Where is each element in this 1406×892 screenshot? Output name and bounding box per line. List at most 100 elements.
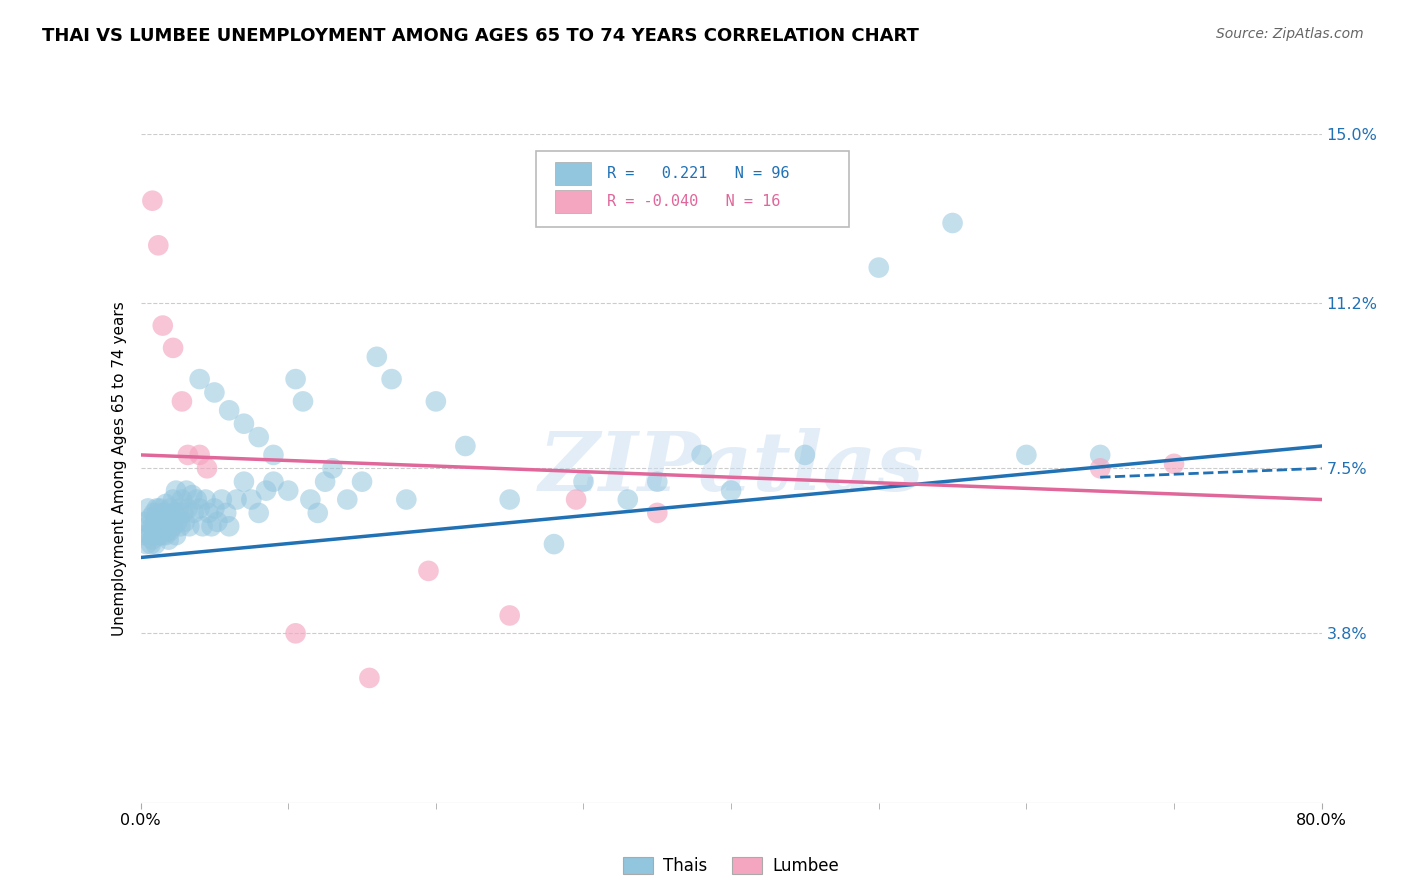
Point [1163, 457, 1185, 471]
Point [152, 318, 174, 333]
Point [148, 515, 170, 529]
Point [195, 461, 218, 475]
Point [157, 519, 180, 533]
Y-axis label: Unemployment Among Ages 65 to 74 years: Unemployment Among Ages 65 to 74 years [111, 301, 127, 636]
Point [247, 506, 270, 520]
Point [170, 394, 193, 409]
FancyBboxPatch shape [536, 151, 849, 227]
Point [142, 506, 165, 520]
Point [215, 506, 238, 520]
Text: Source: ZipAtlas.com: Source: ZipAtlas.com [1216, 27, 1364, 41]
Point [284, 626, 307, 640]
Point [572, 475, 595, 489]
Point [134, 515, 156, 529]
Point [188, 372, 211, 386]
Point [454, 439, 477, 453]
Point [207, 515, 229, 529]
Point [225, 492, 247, 507]
Point [141, 194, 163, 208]
Point [162, 341, 184, 355]
Point [177, 448, 200, 462]
Text: R =   0.221   N = 96: R = 0.221 N = 96 [607, 166, 790, 181]
Point [418, 564, 440, 578]
Point [202, 501, 225, 516]
Point [307, 506, 329, 520]
Point [176, 483, 198, 498]
Point [166, 515, 188, 529]
Point [160, 510, 183, 524]
Point [498, 608, 520, 623]
Point [181, 488, 204, 502]
Point [132, 528, 155, 542]
Point [720, 483, 742, 498]
Point [169, 519, 191, 533]
Point [159, 501, 181, 516]
Point [188, 448, 211, 462]
Point [170, 492, 193, 507]
Text: THAI VS LUMBEE UNEMPLOYMENT AMONG AGES 65 TO 74 YEARS CORRELATION CHART: THAI VS LUMBEE UNEMPLOYMENT AMONG AGES 6… [42, 27, 920, 45]
Point [1088, 461, 1111, 475]
FancyBboxPatch shape [555, 190, 591, 213]
Point [155, 528, 177, 542]
Point [179, 519, 201, 533]
Point [395, 492, 418, 507]
Point [188, 501, 211, 516]
Point [150, 519, 173, 533]
Point [157, 533, 180, 547]
Point [314, 475, 336, 489]
Point [202, 385, 225, 400]
Point [165, 528, 187, 542]
Point [146, 501, 169, 516]
Point [498, 492, 520, 507]
Point [153, 515, 176, 529]
Point [177, 501, 200, 516]
Point [247, 430, 270, 444]
Point [136, 519, 159, 533]
Point [262, 448, 284, 462]
Point [1015, 448, 1038, 462]
Point [366, 350, 388, 364]
Point [233, 475, 256, 489]
Point [162, 519, 184, 533]
Point [141, 519, 163, 533]
Point [155, 497, 177, 511]
Point [200, 519, 222, 533]
Point [186, 492, 208, 507]
Point [136, 501, 159, 516]
Point [233, 417, 256, 431]
Point [135, 537, 157, 551]
Point [162, 492, 184, 507]
Point [141, 533, 163, 547]
Point [565, 492, 588, 507]
Point [165, 483, 187, 498]
Point [174, 515, 197, 529]
Point [690, 448, 713, 462]
Point [336, 492, 359, 507]
Legend: Thais, Lumbee: Thais, Lumbee [616, 850, 846, 881]
Point [218, 403, 240, 417]
Point [194, 492, 217, 507]
Point [299, 492, 322, 507]
Point [145, 515, 166, 529]
Point [425, 394, 447, 409]
Point [139, 510, 162, 524]
Point [292, 394, 315, 409]
Point [163, 506, 186, 520]
Point [139, 537, 162, 551]
Point [359, 671, 381, 685]
Point [142, 528, 165, 542]
FancyBboxPatch shape [555, 162, 591, 185]
Point [794, 448, 817, 462]
Point [145, 537, 166, 551]
Point [152, 528, 174, 542]
Point [645, 475, 669, 489]
Text: R = -0.040   N = 16: R = -0.040 N = 16 [607, 194, 780, 209]
Point [942, 216, 965, 230]
Point [149, 528, 172, 542]
Point [254, 483, 277, 498]
Point [146, 524, 169, 538]
Point [868, 260, 890, 275]
Point [645, 506, 669, 520]
Point [138, 528, 160, 542]
Point [148, 238, 170, 252]
